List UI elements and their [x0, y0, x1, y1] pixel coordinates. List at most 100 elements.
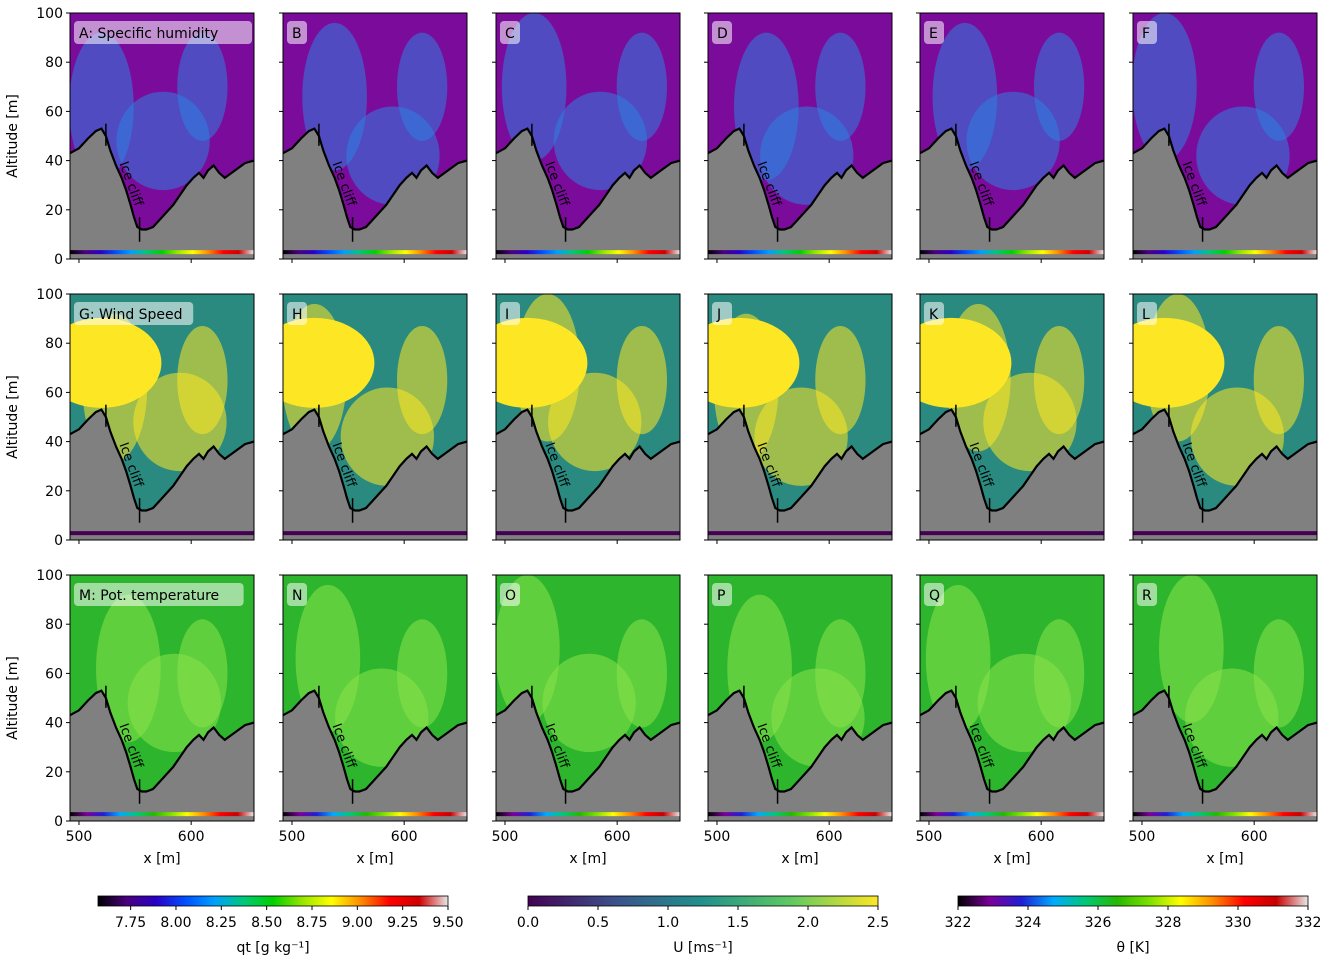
x-tick-label: 600 — [604, 829, 631, 845]
colorbar-tick-label: 8.25 — [206, 915, 237, 931]
colorbars: 7.75 8.00 8.25 8.50 8.75 9.00 9.25 9.50 qt [g kg… — [97, 895, 1321, 956]
panel-title: I — [505, 307, 509, 323]
surface-strip — [70, 812, 254, 817]
plume-structure — [616, 619, 667, 728]
plume-structure — [177, 619, 228, 728]
plume-structure — [542, 653, 636, 753]
y-tick-label: 100 — [36, 568, 63, 584]
colorbar-ramp — [527, 895, 879, 907]
wind-jet — [1133, 317, 1225, 408]
plume-structure — [815, 325, 866, 435]
surface-strip — [920, 531, 1104, 536]
colorbar-tick-label: 9.50 — [432, 915, 463, 931]
axes-frame — [282, 574, 468, 822]
axes-frame — [1132, 574, 1318, 822]
panel-title: P — [717, 588, 725, 604]
colorbar-label: θ [K] — [1116, 940, 1149, 956]
terrain — [1133, 690, 1317, 821]
surface-strip — [70, 531, 254, 536]
panel-title: N — [292, 588, 302, 604]
surface-strip — [1133, 812, 1317, 817]
plume-structure — [396, 32, 448, 141]
surface-strip — [283, 531, 467, 536]
y-tick-label: 60 — [45, 385, 63, 401]
plume-structure — [616, 325, 667, 435]
panel-title-box — [74, 583, 244, 606]
terrain — [70, 128, 254, 259]
terrain — [920, 690, 1104, 821]
axes-frame — [69, 12, 255, 260]
panel-title-box — [924, 302, 944, 325]
panel-title-box — [500, 583, 520, 606]
colorbar-tick-label: 1.0 — [657, 915, 679, 931]
y-tick-label: 60 — [45, 104, 63, 120]
colorbar-tick-label: 2.5 — [867, 915, 889, 931]
colorbar-tick-label: 8.75 — [296, 915, 327, 931]
wind-jet — [920, 317, 1012, 408]
x-tick-label: 600 — [178, 829, 205, 845]
panel-title-box — [500, 21, 520, 44]
surface-strip — [1133, 531, 1317, 536]
colorbar-tick-label: 324 — [1015, 915, 1042, 931]
surface-strip — [708, 531, 892, 536]
wind-jet — [70, 317, 162, 408]
y-tick-label: 80 — [45, 336, 63, 352]
colorbar-tick-label: 8.50 — [251, 915, 282, 931]
terrain — [920, 128, 1104, 259]
x-tick-label: 500 — [704, 829, 731, 845]
axes-frame — [1132, 293, 1318, 541]
y-tick-label: 100 — [36, 6, 63, 22]
panel-title: M: Pot. temperature — [79, 588, 219, 604]
x-tick-label: 600 — [1028, 829, 1055, 845]
y-tick-label: 20 — [45, 484, 63, 500]
panel-title-box — [500, 302, 520, 325]
surface-strip — [283, 250, 467, 255]
surface-strip — [283, 812, 467, 817]
axes-frame — [707, 293, 893, 541]
terrain — [70, 690, 254, 821]
terrain — [283, 128, 467, 259]
panel-title-box — [924, 583, 944, 606]
plume-structure — [1253, 619, 1304, 728]
colorbar-tick-label: 9.00 — [342, 915, 373, 931]
colorbar-tick-label: 1.5 — [727, 915, 749, 931]
x-axis-label: x [m] — [1206, 851, 1243, 867]
x-tick-label: 500 — [66, 829, 93, 845]
panel-title-box — [287, 583, 307, 606]
x-tick-label: 500 — [1129, 829, 1156, 845]
axes-frame — [919, 12, 1105, 260]
surface-strip — [708, 250, 892, 255]
axes-frame — [919, 293, 1105, 541]
x-axis-label: x [m] — [781, 851, 818, 867]
panel-title: O — [505, 588, 516, 604]
terrain — [708, 128, 892, 259]
axes-frame — [495, 12, 681, 260]
colorbar-tick-label: 326 — [1085, 915, 1112, 931]
x-tick-label: 600 — [391, 829, 418, 845]
plume-structure — [1253, 325, 1304, 435]
terrain — [496, 128, 680, 259]
panel-title-box — [712, 21, 732, 44]
colorbar-tick-label: 9.25 — [387, 915, 418, 931]
colorbar-ramp — [97, 895, 449, 907]
terrain — [708, 690, 892, 821]
wind-jet — [496, 317, 588, 408]
x-axis-label: x [m] — [356, 851, 393, 867]
axes-frame — [707, 12, 893, 260]
x-axis-label: x [m] — [993, 851, 1030, 867]
panel-title: B — [292, 26, 302, 42]
panel-title-box — [287, 302, 307, 325]
y-tick-label: 20 — [45, 765, 63, 781]
colorbar-2: 322 324 326 328 330 332 θ [K] — [945, 895, 1321, 956]
terrain — [283, 409, 467, 540]
y-tick-label: 0 — [54, 814, 63, 830]
plume-structure — [815, 619, 866, 728]
